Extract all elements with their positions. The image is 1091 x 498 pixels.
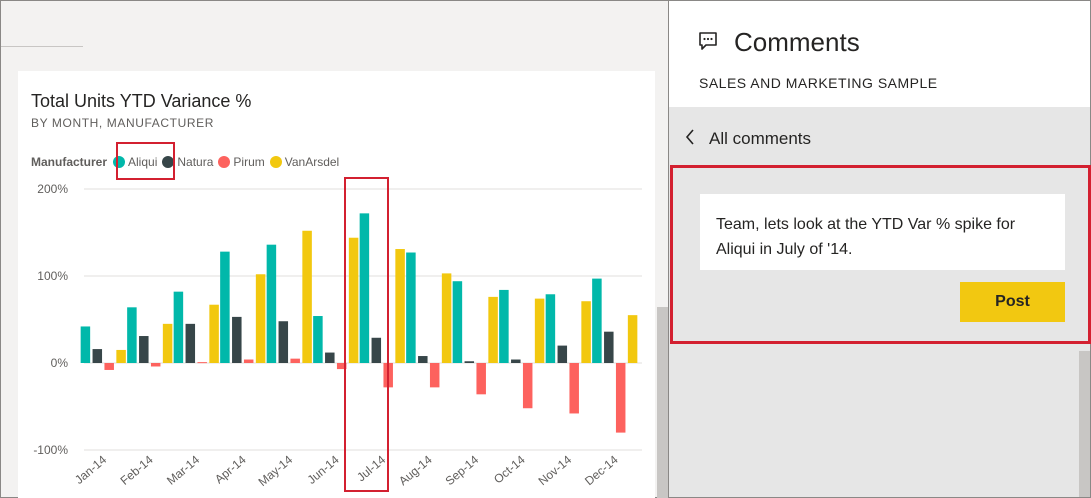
bar-vanarsdel-nov-14[interactable] bbox=[581, 301, 591, 363]
bar-vanarsdel-sep-14[interactable] bbox=[488, 296, 498, 363]
x-tick-label: Oct-14 bbox=[491, 452, 528, 486]
bar-pirum-aug-14[interactable] bbox=[429, 363, 440, 388]
legend-title: Manufacturer bbox=[31, 155, 108, 169]
y-tick-label: 100% bbox=[37, 269, 68, 283]
x-tick-label: Aug-14 bbox=[396, 452, 435, 488]
legend-label-pirum: Pirum bbox=[233, 155, 265, 169]
legend-entry-vanarsdel[interactable]: VanArsdel bbox=[269, 155, 340, 169]
bar-natura-jul-14[interactable] bbox=[371, 337, 382, 363]
bar-pirum-nov-14[interactable] bbox=[569, 363, 579, 414]
bar-vanarsdel-feb-14[interactable] bbox=[162, 323, 173, 363]
bar-natura-dec-14[interactable] bbox=[604, 331, 614, 363]
all-comments-link[interactable]: All comments bbox=[685, 127, 811, 151]
x-tick-label: Jan-14 bbox=[72, 452, 109, 487]
report-name: SALES AND MARKETING SAMPLE bbox=[699, 75, 938, 91]
bar-pirum-apr-14[interactable] bbox=[243, 359, 254, 363]
bar-aliqui-sep-14[interactable] bbox=[452, 281, 463, 363]
chart-plot: 200% 100% 0% -100% Jan-14 Feb-14 Mar-14 Apr-14 M… bbox=[33, 182, 642, 489]
x-tick-label: Nov-14 bbox=[536, 452, 575, 488]
bar-natura-mar-14[interactable] bbox=[185, 323, 196, 363]
chart-visual[interactable]: Total Units YTD Variance % BY MONTH, MAN… bbox=[18, 71, 655, 498]
bar-aliqui-feb-14[interactable] bbox=[127, 307, 137, 363]
legend-label-vanarsdel: VanArsdel bbox=[284, 155, 340, 169]
x-tick-label: Apr-14 bbox=[212, 452, 249, 486]
bar-natura-feb-14[interactable] bbox=[139, 336, 149, 363]
post-button[interactable]: Post bbox=[960, 282, 1065, 322]
pane-title: Comments bbox=[734, 27, 860, 57]
divider bbox=[1, 46, 83, 47]
bar-aliqui-oct-14[interactable] bbox=[499, 289, 509, 363]
y-tick-label: -100% bbox=[33, 443, 68, 457]
legend-label-natura: Natura bbox=[177, 155, 214, 169]
bar-pirum-mar-14[interactable] bbox=[197, 362, 207, 364]
bar-aliqui-jun-14[interactable] bbox=[313, 316, 323, 363]
bar-pirum-sep-14[interactable] bbox=[476, 363, 486, 395]
comment-compose-box: Team, lets look at the YTD Var % spike f… bbox=[670, 165, 1091, 344]
bar-vanarsdel-jun-14[interactable] bbox=[348, 237, 359, 363]
bar-aliqui-aug-14[interactable] bbox=[406, 252, 416, 363]
legend-dot-vanarsdel bbox=[269, 156, 282, 168]
bar-natura-jun-14[interactable] bbox=[325, 352, 335, 363]
bar-aliqui-dec-14[interactable] bbox=[592, 278, 602, 363]
bar-pirum-jun-14[interactable] bbox=[336, 363, 347, 370]
bar-natura-apr-14[interactable] bbox=[232, 316, 242, 363]
x-tick-label: Feb-14 bbox=[118, 452, 156, 487]
legend-entry-natura[interactable]: Natura bbox=[162, 155, 213, 169]
comment-bubble-icon bbox=[698, 31, 718, 56]
legend-highlight-box bbox=[116, 142, 175, 180]
chart-legend: Manufacturer Aliqui Natura Pirum VanArsd… bbox=[31, 153, 344, 171]
bar-vanarsdel-dec-14[interactable] bbox=[627, 315, 638, 363]
x-tick-label: Mar-14 bbox=[164, 452, 202, 487]
bar-aliqui-may-14[interactable] bbox=[266, 244, 277, 363]
chart-title: Total Units YTD Variance % bbox=[31, 91, 252, 111]
chevron-left-icon bbox=[685, 128, 695, 150]
bar-pirum-oct-14[interactable] bbox=[522, 363, 533, 409]
canvas-scrollbar[interactable] bbox=[657, 307, 669, 498]
pane-scrollbar[interactable] bbox=[1079, 351, 1090, 497]
bar-vanarsdel-apr-14[interactable] bbox=[255, 274, 266, 363]
x-tick-label: Jun-14 bbox=[305, 452, 342, 487]
legend-entry-pirum[interactable]: Pirum bbox=[218, 155, 265, 169]
report-canvas: Total Units YTD Variance % BY MONTH, MAN… bbox=[0, 0, 669, 498]
bar-natura-may-14[interactable] bbox=[278, 321, 289, 363]
bar-natura-jan-14[interactable] bbox=[92, 349, 103, 363]
x-tick-label: Dec-14 bbox=[582, 452, 621, 488]
bar-aliqui-jan-14[interactable] bbox=[80, 326, 91, 363]
y-tick-label: 200% bbox=[37, 182, 68, 196]
bar-aliqui-jul-14[interactable] bbox=[359, 213, 370, 363]
bar-pirum-may-14[interactable] bbox=[290, 358, 300, 363]
bar-vanarsdel-jan-14[interactable] bbox=[116, 349, 126, 363]
bar-aliqui-apr-14[interactable] bbox=[220, 251, 230, 363]
bar-pirum-jan-14[interactable] bbox=[104, 363, 114, 370]
bar-vanarsdel-aug-14[interactable] bbox=[441, 273, 452, 363]
x-tick-label: Sep-14 bbox=[443, 452, 482, 488]
x-tick-label: May-14 bbox=[256, 452, 296, 489]
bar-vanarsdel-may-14[interactable] bbox=[302, 230, 312, 363]
comments-pane: Comments SALES AND MARKETING SAMPLE All … bbox=[668, 0, 1091, 498]
all-comments-label: All comments bbox=[709, 129, 812, 148]
bar-aliqui-mar-14[interactable] bbox=[173, 291, 184, 363]
legend-dot-pirum bbox=[218, 156, 231, 168]
legend-label-aliqui: Aliqui bbox=[128, 155, 158, 169]
bar-vanarsdel-jul-14[interactable] bbox=[395, 249, 405, 363]
y-tick-label: 0% bbox=[51, 356, 69, 370]
comment-input[interactable]: Team, lets look at the YTD Var % spike f… bbox=[700, 194, 1065, 270]
bar-natura-aug-14[interactable] bbox=[418, 356, 428, 363]
bar-natura-sep-14[interactable] bbox=[464, 361, 475, 363]
bar-vanarsdel-oct-14[interactable] bbox=[534, 298, 545, 363]
bar-natura-oct-14[interactable] bbox=[511, 359, 521, 363]
chart-subtitle: BY MONTH, MANUFACTURER bbox=[31, 116, 214, 130]
bar-pirum-dec-14[interactable] bbox=[615, 363, 626, 433]
bar-natura-nov-14[interactable] bbox=[557, 345, 568, 363]
pane-header: Comments SALES AND MARKETING SAMPLE bbox=[669, 1, 1090, 107]
bar-pirum-feb-14[interactable] bbox=[150, 363, 161, 367]
month-highlight-box bbox=[344, 177, 389, 492]
legend-dot-natura bbox=[162, 156, 175, 168]
bar-aliqui-nov-14[interactable] bbox=[545, 294, 556, 363]
bar-vanarsdel-mar-14[interactable] bbox=[209, 304, 219, 363]
